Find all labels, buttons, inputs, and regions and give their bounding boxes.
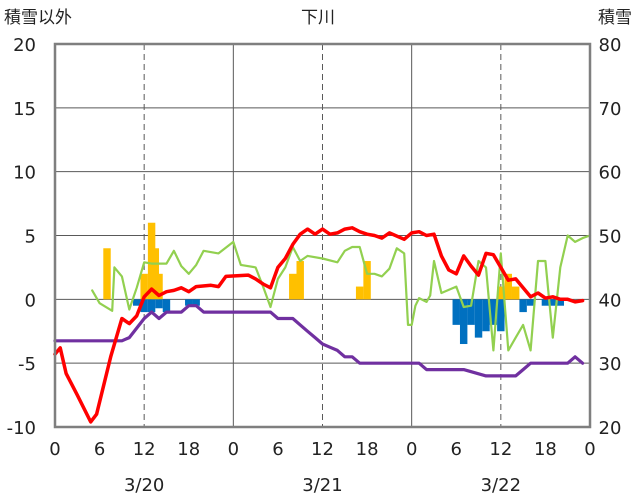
snow-change-bar xyxy=(162,299,171,313)
y-left-tick-label: 15 xyxy=(13,99,36,120)
series-line-wind xyxy=(91,234,592,352)
precip-bar xyxy=(140,273,148,300)
left-axis-label: 積雪以外 xyxy=(4,8,72,28)
y-right-tick-label: 60 xyxy=(599,163,622,184)
y-right-tick-label: 80 xyxy=(599,35,622,56)
snow-change-bar xyxy=(541,299,550,306)
y-left-tick-label: -10 xyxy=(7,418,36,439)
x-tick-label: 12 xyxy=(133,439,156,460)
y-right-tick-label: 40 xyxy=(599,290,622,311)
precip-bar xyxy=(504,273,512,300)
y-right-tick-label: 70 xyxy=(599,99,622,120)
snow-change-bar xyxy=(519,299,527,313)
y-left-tick-label: 0 xyxy=(25,290,36,311)
x-tick-label: 6 xyxy=(451,439,462,460)
x-tick-label: 6 xyxy=(94,439,105,460)
snow-change-bar xyxy=(133,299,141,306)
precip-bar xyxy=(497,286,505,300)
precip-bar xyxy=(296,261,304,300)
snow-change-bar xyxy=(489,299,498,325)
precip-bar xyxy=(511,286,520,300)
snow-change-bar xyxy=(147,299,156,313)
y-left-tick-label: -5 xyxy=(18,354,36,375)
x-tick-label: 0 xyxy=(49,439,60,460)
snow-change-bar xyxy=(497,299,505,332)
snow-change-bar xyxy=(467,299,475,325)
x-tick-label: 0 xyxy=(584,439,595,460)
y-right-tick-label: 30 xyxy=(599,354,622,375)
snow-change-bar xyxy=(556,299,564,306)
series-line-snow-depth xyxy=(53,304,585,378)
x-tick-label: 18 xyxy=(356,439,379,460)
y-left-tick-label: 10 xyxy=(13,163,36,184)
snow-change-bar xyxy=(155,299,163,309)
x-tick-label: 0 xyxy=(228,439,239,460)
snow-change-bar xyxy=(482,299,490,332)
precip-bar xyxy=(363,261,371,300)
snow-change-bar xyxy=(459,299,468,345)
snow-change-bar xyxy=(474,299,483,338)
snow-change-bar xyxy=(185,299,193,306)
date-label: 3/20 xyxy=(124,475,164,496)
y-left-tick-label: 5 xyxy=(25,227,36,248)
snow-change-bar xyxy=(526,299,535,306)
y-right-tick-label: 20 xyxy=(599,418,622,439)
series-line-temperature xyxy=(53,226,585,424)
snow-change-bar xyxy=(452,299,460,325)
precip-bar xyxy=(103,248,111,300)
x-tick-label: 0 xyxy=(406,439,417,460)
precip-bar xyxy=(155,273,163,300)
y-right-tick-label: 50 xyxy=(599,227,622,248)
right-axis-label: 積雪 xyxy=(598,8,632,28)
x-tick-label: 6 xyxy=(272,439,283,460)
date-label: 3/22 xyxy=(481,475,521,496)
x-tick-label: 12 xyxy=(311,439,334,460)
snow-change-bar xyxy=(192,299,200,306)
x-tick-label: 12 xyxy=(489,439,512,460)
plot-frame xyxy=(53,42,592,429)
x-tick-label: 18 xyxy=(177,439,200,460)
x-tick-label: 18 xyxy=(534,439,557,460)
precip-bar xyxy=(355,286,364,300)
chart-title: 下川 xyxy=(301,8,335,28)
snow-change-bar xyxy=(140,299,148,313)
y-left-tick-label: 20 xyxy=(13,35,36,56)
snow-change-bar xyxy=(549,299,557,306)
date-label: 3/21 xyxy=(302,475,342,496)
precip-bar xyxy=(289,273,297,300)
